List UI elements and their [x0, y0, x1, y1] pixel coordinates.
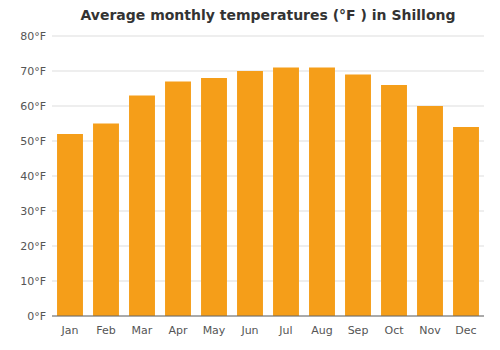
- x-tick-label: Mar: [132, 324, 153, 337]
- y-tick-label: 20°F: [20, 240, 46, 253]
- y-tick-label: 30°F: [20, 205, 46, 218]
- bar: [237, 71, 263, 316]
- x-tick-label: Jun: [240, 324, 258, 337]
- grid: [52, 36, 484, 316]
- x-tick-label: Feb: [96, 324, 115, 337]
- y-tick-label: 70°F: [20, 65, 46, 78]
- bar: [345, 75, 371, 317]
- y-tick-label: 40°F: [20, 170, 46, 183]
- bar: [381, 85, 407, 316]
- bar: [57, 134, 83, 316]
- bar: [201, 78, 227, 316]
- bar: [93, 124, 119, 317]
- bar: [273, 68, 299, 317]
- x-tick-label: Nov: [419, 324, 441, 337]
- bar: [309, 68, 335, 317]
- grid-line: [52, 71, 484, 72]
- y-tick-label: 60°F: [20, 100, 46, 113]
- bar: [165, 82, 191, 317]
- x-axis-line: [52, 316, 484, 317]
- bars: [57, 68, 479, 317]
- x-tick-label: Aug: [311, 324, 332, 337]
- grid-line: [52, 316, 484, 317]
- bar: [417, 106, 443, 316]
- x-tick-label: May: [203, 324, 226, 337]
- y-tick-label: 80°F: [20, 30, 46, 43]
- x-tick-label: Sep: [348, 324, 369, 337]
- chart-container: Average monthly temperatures (°F ) in Sh…: [0, 0, 500, 350]
- chart: Average monthly temperatures (°F ) in Sh…: [0, 0, 500, 350]
- bar: [453, 127, 479, 316]
- y-tick-label: 0°F: [27, 310, 46, 323]
- title: Average monthly temperatures (°F ) in Sh…: [80, 7, 455, 23]
- y-tick-label: 50°F: [20, 135, 46, 148]
- x-tick-label: Jan: [61, 324, 79, 337]
- x-tick-label: Oct: [384, 324, 404, 337]
- bar: [129, 96, 155, 317]
- x-tick-label: Dec: [455, 324, 476, 337]
- grid-line: [52, 36, 484, 37]
- y-tick-label: 10°F: [20, 275, 46, 288]
- x-tick-label: Jul: [278, 324, 292, 337]
- x-tick-label: Apr: [168, 324, 188, 337]
